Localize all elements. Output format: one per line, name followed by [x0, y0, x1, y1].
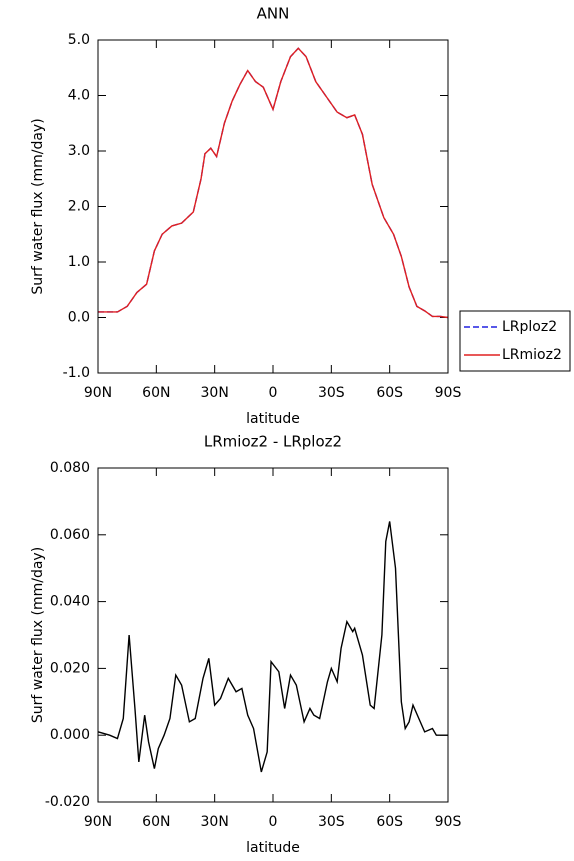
x-tick-label: 90N — [84, 385, 112, 401]
y-tick-label: 0.040 — [50, 594, 90, 610]
chart-title: ANN — [257, 5, 290, 23]
x-tick-label: 60N — [142, 385, 170, 401]
x-axis-label: latitude — [246, 840, 300, 856]
data-line — [98, 47, 449, 319]
chart-title: LRmioz2 - LRploz2 — [204, 433, 342, 451]
x-tick-label: 30N — [201, 814, 229, 830]
x-tick-label: 60N — [142, 814, 170, 830]
y-tick-label: 0.080 — [50, 460, 90, 476]
x-tick-label: 30S — [318, 385, 345, 401]
y-tick-label: 2.0 — [68, 199, 90, 215]
y-tick-label: 0.000 — [50, 727, 90, 743]
x-tick-label: 60S — [376, 814, 403, 830]
y-tick-label: 0.0 — [68, 310, 90, 326]
y-tick-label: 1.0 — [68, 254, 90, 270]
data-line — [97, 521, 448, 773]
x-tick-label: 60S — [376, 385, 403, 401]
y-tick-label: -1.0 — [63, 365, 90, 381]
x-tick-label: 30S — [318, 814, 345, 830]
y-tick-label: 4.0 — [68, 88, 90, 104]
y-tick-label: 5.0 — [68, 32, 90, 48]
x-axis-label: latitude — [246, 411, 300, 427]
y-axis-label: Surf water flux (mm/day) — [30, 547, 46, 723]
y-tick-label: 0.020 — [50, 660, 90, 676]
y-axis-label: Surf water flux (mm/day) — [30, 118, 46, 294]
legend-label: LRmioz2 — [502, 347, 562, 363]
legend-label: LRploz2 — [502, 319, 557, 335]
x-tick-label: 0 — [269, 814, 278, 830]
y-tick-label: 3.0 — [68, 143, 90, 159]
x-tick-label: 90N — [84, 814, 112, 830]
y-tick-label: 0.060 — [50, 527, 90, 543]
x-tick-label: 90S — [435, 814, 462, 830]
y-tick-label: -0.020 — [45, 794, 90, 810]
data-line — [98, 47, 449, 319]
x-tick-label: 0 — [269, 385, 278, 401]
x-tick-label: 90S — [435, 385, 462, 401]
legend-box — [459, 310, 571, 372]
plot-frame — [97, 39, 449, 374]
x-tick-label: 30N — [201, 385, 229, 401]
plot-frame — [97, 467, 449, 803]
